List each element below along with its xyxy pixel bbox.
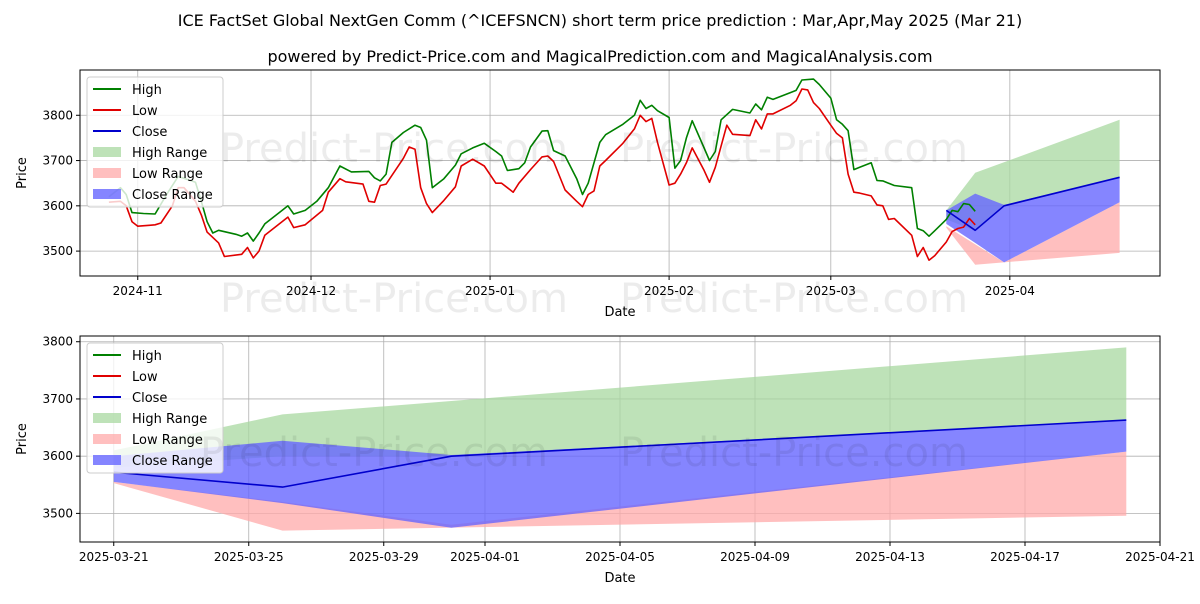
legend-label: Low [132,370,158,385]
x-tick-label: 2025-01 [465,284,515,298]
y-tick-label: 3700 [42,154,73,168]
forecast-panel: 2025-03-21 2025-03-25 2025-03-29 2025-04-01… [15,335,1195,586]
close-range-band [113,420,1127,528]
watermarks: Predict-Price.com Predict-Price.com Pred… [200,126,968,476]
legend-label: Close [132,125,167,140]
low-line [108,88,976,262]
y-tick-label: 3800 [42,335,73,349]
watermark-text: Predict-Price.com [200,430,548,476]
close-line [113,419,1127,488]
x-tick-label: 2025-03-21 [79,550,149,564]
legend-label: Close [132,391,167,406]
x-tick-label: 2025-02 [644,284,694,298]
range-bands [946,119,1120,265]
chart-title: ICE FactSet Global NextGen Comm (^ICEFSN… [178,11,1022,30]
x-tick-label: 2025-04-09 [720,550,790,564]
legend-swatch [93,168,121,178]
watermark-text: Predict-Price.com [620,126,968,172]
legend-swatch [93,413,121,423]
x-tick-label: 2025-04-21 [1125,550,1195,564]
x-tick-label: 2025-04-13 [855,550,925,564]
series-lines [108,78,1120,262]
legend-swatch [93,455,121,465]
axes: 2025-03-21 2025-03-25 2025-03-29 2025-04-01… [15,335,1195,586]
legend-label: Close Range [132,454,213,469]
legend-label: High [132,349,162,364]
legend-label: Close Range [132,188,213,203]
watermark-text: Predict-Price.com [220,126,568,172]
low-range-band [113,451,1127,531]
legend-label: High Range [132,412,207,427]
legend-label: Low [132,104,158,119]
chart-subtitle: powered by Predict-Price.com and Magical… [267,47,932,66]
y-tick-label: 3600 [42,449,73,463]
legend-swatch [93,189,121,199]
plot-frame [79,69,1161,277]
x-tick-label: 2024-12 [286,284,336,298]
y-tick-label: 3500 [42,506,73,520]
series-lines [113,419,1127,488]
x-tick-label: 2025-03-25 [214,550,284,564]
x-tick-label: 2025-04-01 [450,550,520,564]
x-axis-label: Date [604,571,635,586]
y-tick-label: 3700 [42,392,73,406]
y-tick-label: 3800 [42,108,73,122]
x-tick-label: 2024-11 [113,284,163,298]
watermark-text: Predict-Price.com [620,430,968,476]
close-line [945,176,1120,232]
x-tick-label: 2025-03-29 [349,550,419,564]
legend: High Low Close High Range Low Range Close Ran… [86,76,224,208]
history-panel: 2024-11 2024-12 2025-01 2025-02 2025-03 2025-… [15,69,1161,320]
close-range-band [946,177,1120,263]
range-bands [113,347,1127,531]
legend-label: High [132,83,162,98]
high-range-band [113,347,1127,468]
legend-label: Low Range [132,167,203,182]
x-axis-label: Date [604,305,635,320]
y-axis-label: Price [15,157,30,189]
legend-label: Low Range [132,433,203,448]
low-range-band [946,202,1120,265]
y-axis-label: Price [15,423,30,455]
watermark-text: Predict-Price.com [620,276,968,322]
x-tick-label: 2025-04-05 [585,550,655,564]
x-tick-label: 2025-04-17 [990,550,1060,564]
watermark-text: Predict-Price.com [220,276,568,322]
legend-swatch [93,147,121,157]
legend-label: High Range [132,146,207,161]
x-tick-label: 2025-04 [985,284,1035,298]
y-tick-label: 3500 [42,244,73,258]
legend: High Low Close High Range Low Range Close Ran… [86,342,224,474]
axes: 2024-11 2024-12 2025-01 2025-02 2025-03 2025-… [15,108,1035,320]
legend-swatch [93,434,121,444]
high-line [108,78,976,242]
y-tick-label: 3600 [42,199,73,213]
x-tick-label: 2025-03 [806,284,856,298]
